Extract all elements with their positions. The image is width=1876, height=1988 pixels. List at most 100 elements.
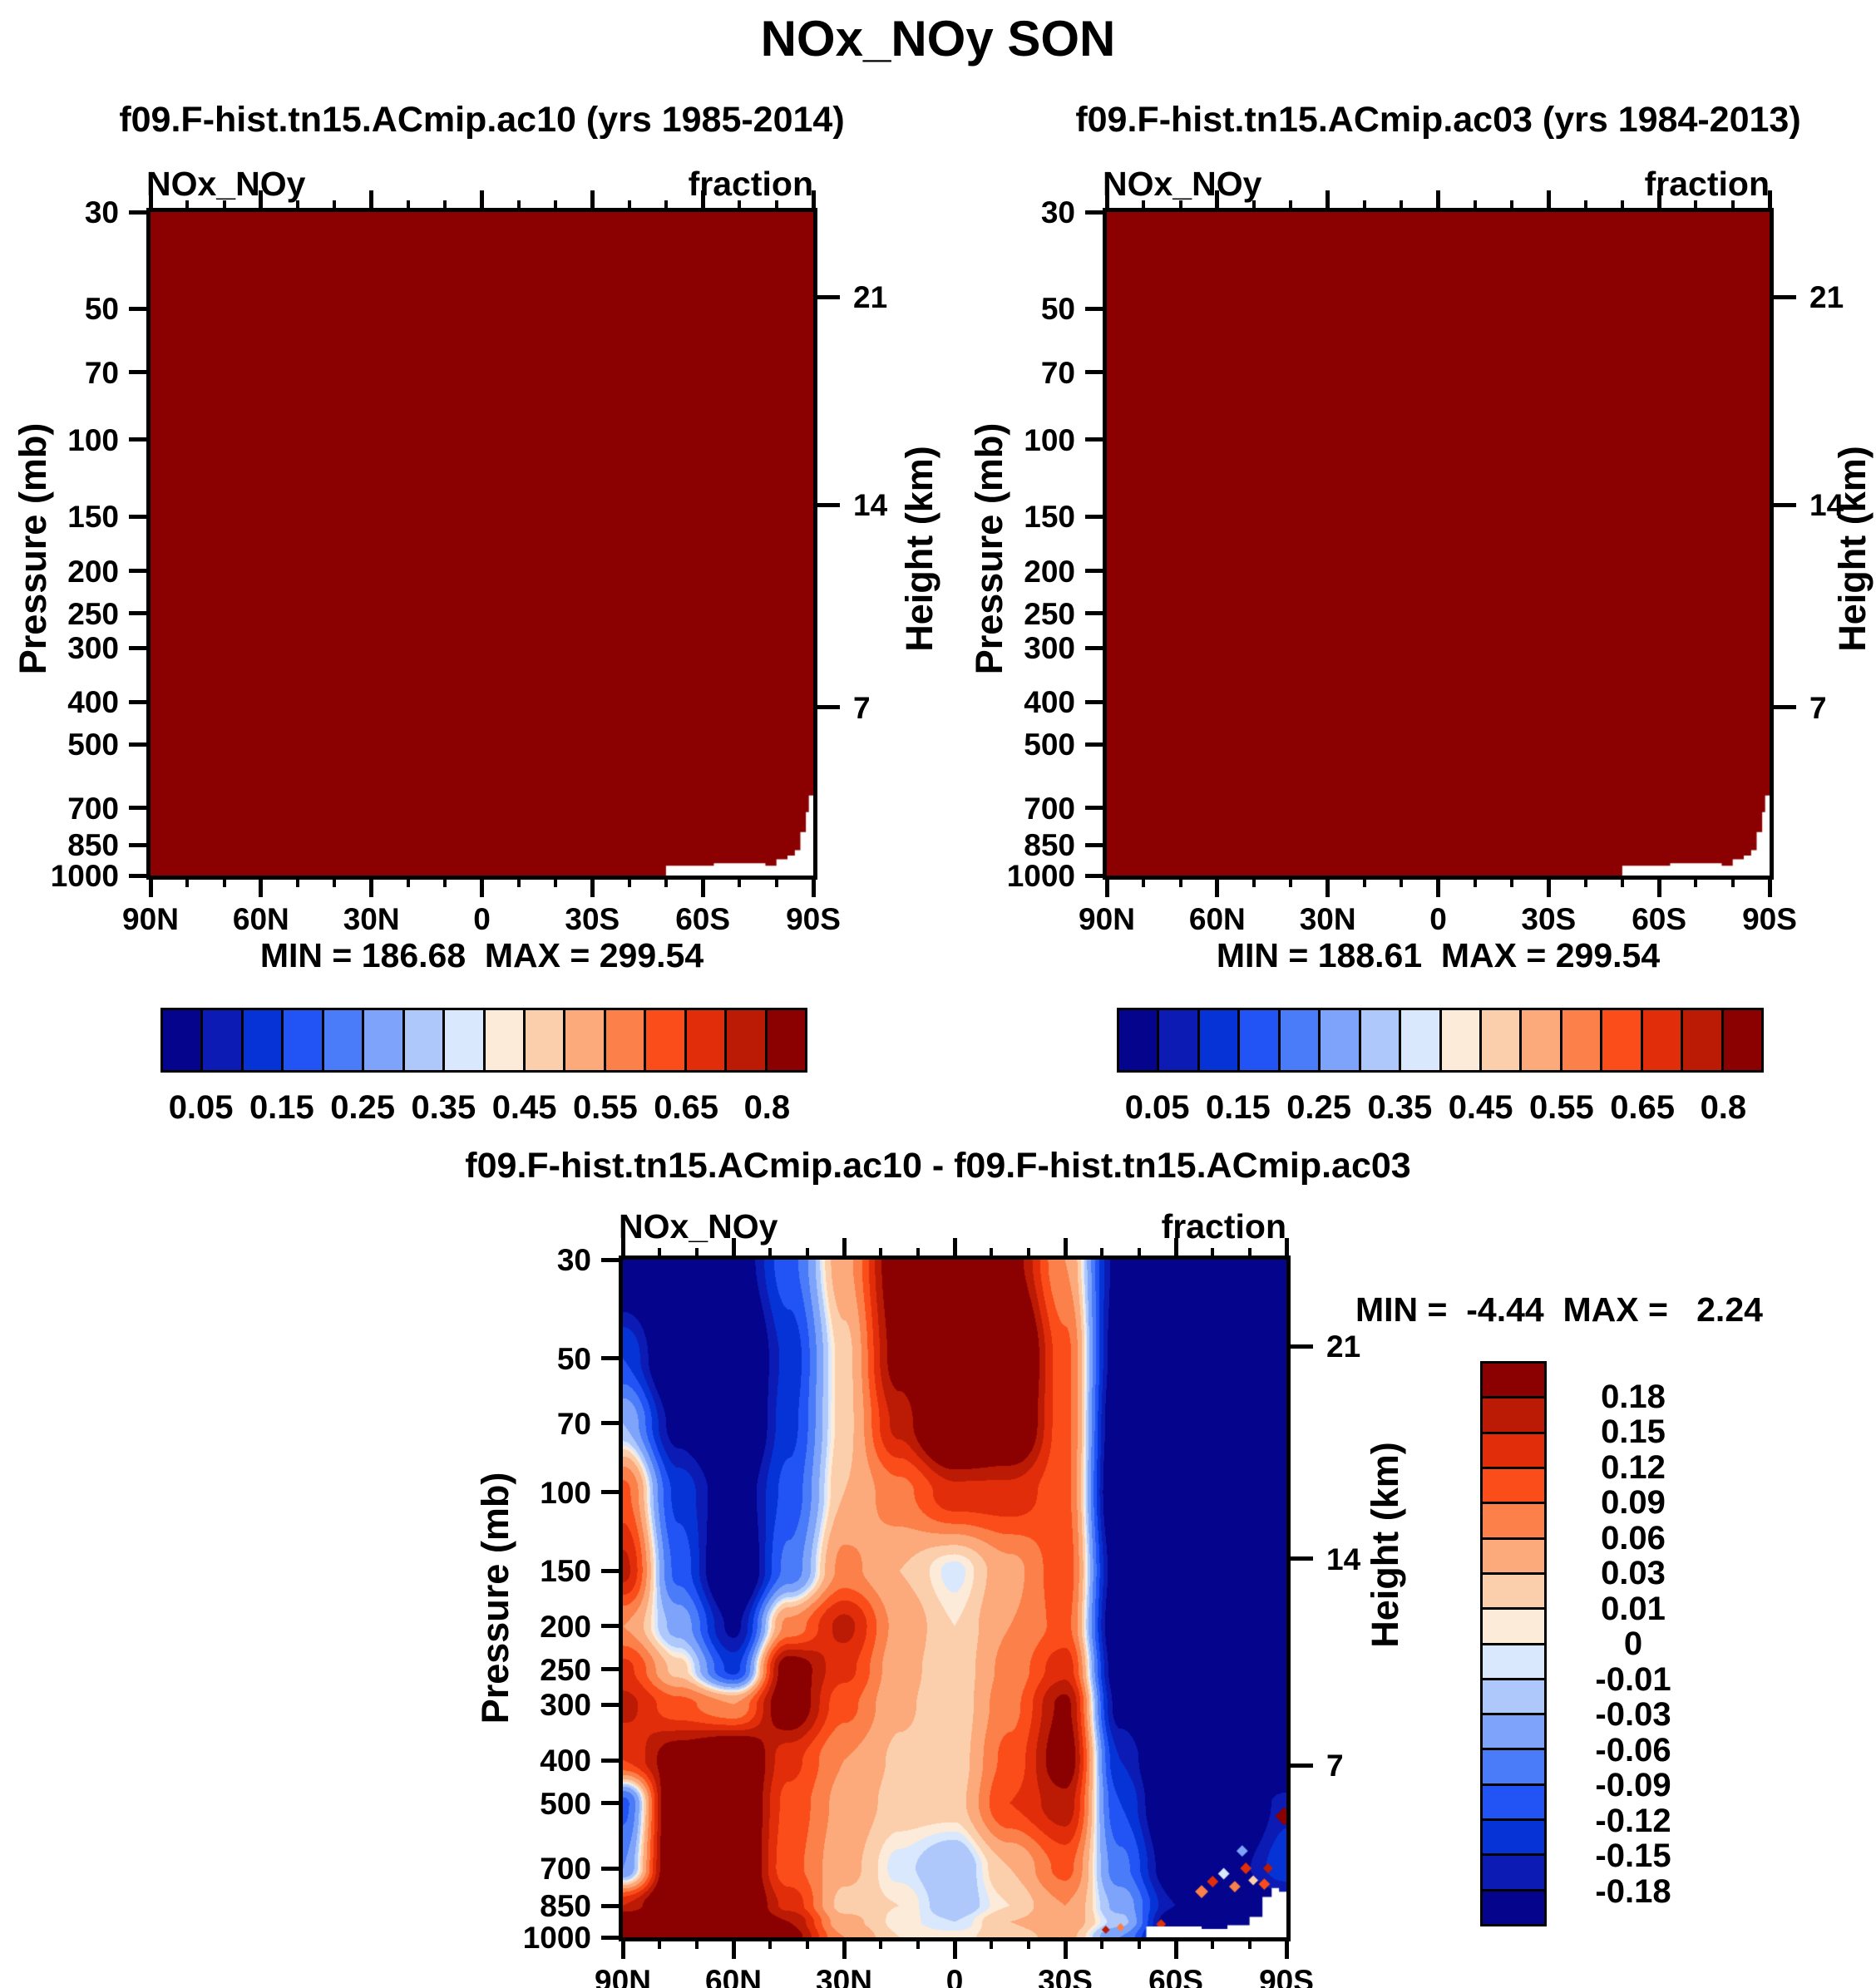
lat-tick-top [1436, 190, 1440, 212]
pressure-tick-label: 300 [540, 1688, 591, 1723]
panel-topleft-units-label: fraction [688, 165, 813, 203]
lat-tick-top [1252, 200, 1256, 212]
colorbar-segment [1199, 1010, 1238, 1070]
topleft-plot-canvas [151, 212, 813, 876]
lat-tick-top [1546, 190, 1551, 212]
colorbar-tick-label: 0.15 [1601, 1413, 1666, 1450]
lat-tick-top [879, 1248, 883, 1260]
pressure-tick-label: 700 [1024, 791, 1075, 826]
lat-tick-bottom [627, 876, 631, 887]
topright-plot-canvas [1107, 212, 1770, 876]
lat-tick-top [952, 1238, 957, 1260]
lat-tick-label: 0 [1429, 902, 1447, 936]
lat-tick-top [1510, 200, 1514, 212]
lat-tick-top [148, 190, 153, 212]
lat-tick-top [1026, 1248, 1030, 1260]
lat-tick-top [554, 200, 558, 212]
pressure-tick [1085, 699, 1107, 704]
topleft-minmax-text: MIN = 186.68 MAX = 299.54 [259, 936, 704, 974]
lat-tick-bottom [842, 1937, 847, 1959]
lat-tick-bottom [738, 876, 742, 887]
pressure-tick [129, 842, 151, 847]
colorbar-segment [1602, 1010, 1641, 1070]
topright-minmax-text: MIN = 188.61 MAX = 299.54 [1216, 936, 1661, 974]
lat-tick-bottom [879, 1937, 883, 1949]
colorbar-tick-label: -0.06 [1595, 1731, 1671, 1768]
lat-tick-bottom [554, 876, 558, 887]
colorbar-segment [1483, 1821, 1544, 1854]
colorbar-segment [1481, 1010, 1520, 1070]
pressure-tick-label: 500 [67, 728, 119, 762]
height-tick-label: 21 [1326, 1329, 1361, 1364]
lat-tick-bottom [1173, 1937, 1178, 1959]
colorbar-tick-label: 0.65 [654, 1089, 719, 1126]
lat-tick-bottom [1100, 1937, 1104, 1949]
lat-tick-top [620, 1238, 625, 1260]
pressure-tick-label: 500 [1024, 728, 1075, 762]
lat-tick-bottom [1400, 876, 1404, 887]
panel-topright-units-label: fraction [1644, 165, 1770, 203]
lat-tick-bottom [1142, 876, 1146, 887]
colorbar-tick-label: 0.15 [249, 1089, 314, 1126]
lat-tick-top [296, 200, 300, 212]
colorbar-segment [1483, 1433, 1544, 1467]
diff-colorbar [1480, 1361, 1547, 1926]
lat-tick-top [738, 200, 742, 212]
colorbar-tick-label: 0.15 [1205, 1089, 1271, 1126]
height-tick [1286, 1344, 1313, 1349]
pressure-tick-label: 150 [67, 500, 119, 535]
lat-tick-top [1400, 200, 1404, 212]
colorbar-tick-label: 0.01 [1601, 1590, 1666, 1627]
lat-tick-top [590, 190, 595, 212]
lat-tick-label: 60S [1148, 1964, 1203, 1988]
pressure-tick [129, 306, 151, 311]
lat-tick-top [627, 200, 631, 212]
pressure-tick-label: 250 [1024, 596, 1075, 631]
lat-tick-bottom [443, 876, 447, 887]
height-tick [813, 502, 840, 507]
colorbar-segment [1522, 1010, 1560, 1070]
lat-tick-bottom [1289, 876, 1293, 887]
colorbar-tick-label: 0.25 [330, 1089, 396, 1126]
lat-tick-top [1694, 200, 1698, 212]
pressure-tick-label: 250 [540, 1652, 591, 1687]
lat-tick-label: 90S [1742, 902, 1797, 936]
pressure-tick [1085, 611, 1107, 616]
lat-tick-bottom [768, 1937, 773, 1949]
lat-tick-top [774, 200, 778, 212]
lat-tick-bottom [811, 876, 816, 897]
lat-tick-bottom [1284, 1937, 1289, 1959]
pressure-tick [129, 370, 151, 375]
lat-tick-top [842, 1238, 847, 1260]
height-tick-label: 14 [1326, 1542, 1361, 1576]
pressure-tick [601, 1568, 623, 1573]
lat-tick-top [1656, 190, 1661, 212]
colorbar-tick-label: 0.05 [1124, 1089, 1190, 1126]
colorbar-segment [1360, 1010, 1400, 1070]
colorbar-segment [1483, 1574, 1544, 1608]
lat-tick-label: 90N [1079, 902, 1135, 936]
pressure-tick-label: 700 [540, 1852, 591, 1887]
lat-tick-bottom [1510, 876, 1514, 887]
height-axis-title: Height (km) [1831, 446, 1874, 652]
colorbar-segment [445, 1010, 483, 1070]
colorbar-segment [203, 1010, 241, 1070]
lat-tick-label: 30N [343, 902, 400, 936]
pressure-tick [1085, 370, 1107, 375]
panel-topright-var-label: NOx_NOy [1103, 165, 1262, 203]
lat-tick-top [1247, 1248, 1251, 1260]
colorbar-segment [1483, 1891, 1544, 1924]
lat-tick-top [480, 190, 484, 212]
pressure-tick-label: 100 [540, 1475, 591, 1510]
colorbar-segment [364, 1010, 402, 1070]
lat-tick-bottom [1211, 1937, 1215, 1949]
lat-tick-top [1620, 200, 1624, 212]
figure-title: NOx_NOy SON [760, 11, 1116, 67]
pressure-tick-label: 400 [540, 1744, 591, 1778]
lat-tick-label: 90S [786, 902, 841, 936]
lat-tick-top [805, 1248, 809, 1260]
topleft-colorbar [160, 1008, 807, 1073]
pressure-tick-label: 30 [1040, 195, 1075, 229]
lat-tick-bottom [700, 876, 705, 897]
lat-tick-bottom [1473, 876, 1477, 887]
